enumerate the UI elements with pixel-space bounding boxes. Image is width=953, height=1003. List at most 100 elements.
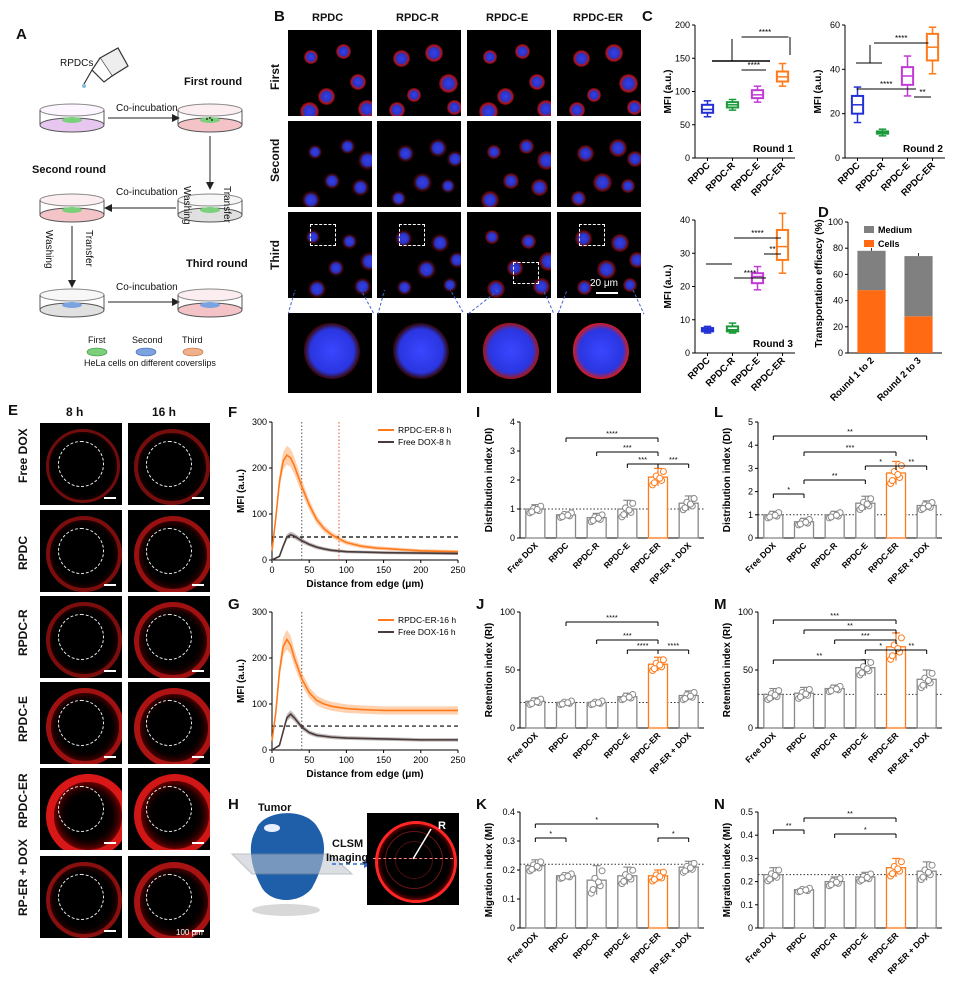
- x-tick-label: RPDC-R: [809, 930, 839, 960]
- data-point: [832, 878, 840, 886]
- sig-mark: *: [879, 457, 882, 466]
- y-tick-label: 0: [510, 533, 515, 543]
- y-tick-label: 10: [680, 315, 690, 325]
- panel-label-f: F: [228, 404, 238, 421]
- x-axis-label: Distance from edge (μm): [306, 769, 423, 780]
- dish-start: [39, 103, 105, 133]
- panel-label-e: E: [8, 402, 19, 419]
- cell-nucleus: [354, 278, 371, 295]
- data-point: [656, 474, 664, 482]
- tumor-micrograph: [128, 856, 210, 938]
- cell-nucleus: [577, 145, 594, 162]
- y-axis-label: Transportation efficacy (%): [814, 219, 825, 347]
- y-tick-label: 3: [748, 463, 753, 473]
- y-tick-label: 100: [828, 217, 843, 227]
- bar: [678, 866, 699, 929]
- bar: [647, 663, 669, 729]
- micrograph-zoom-rpdc-er: [557, 313, 641, 393]
- y-axis-label: MFI (a.u.): [663, 70, 674, 114]
- y-axis-label: MFI (a.u.): [663, 265, 674, 309]
- data-point: [894, 865, 902, 873]
- data-point: [659, 468, 667, 476]
- micrograph-third-rpdc-e: [467, 212, 551, 298]
- cell-nucleus: [571, 191, 586, 206]
- x-tick-label: Free DOX: [505, 930, 540, 965]
- tumor-micrograph: [40, 423, 122, 505]
- scale-bar: [192, 584, 204, 586]
- label-third-round: Third round: [186, 258, 248, 270]
- x-tick-label: 100: [339, 565, 354, 575]
- cell-nucleus: [629, 252, 641, 268]
- y-axis-label: MFI (a.u.): [236, 659, 247, 703]
- legend-second: Second: [132, 335, 163, 345]
- sig-mark: ***: [846, 443, 855, 452]
- series-line: [271, 638, 458, 741]
- legend-entry: Free DOX-8 h: [398, 437, 451, 447]
- label-second-round: Second round: [32, 164, 106, 176]
- panel-a-schematic: [39, 47, 243, 357]
- cell-nucleus: [318, 88, 335, 105]
- y-tick-label: 200: [252, 463, 267, 473]
- col-header-rpdc: RPDC: [312, 12, 344, 24]
- label-washing-2: Washing: [43, 230, 54, 269]
- core-outline: [146, 786, 192, 832]
- cell-nucleus: [389, 102, 405, 116]
- bar: [525, 865, 546, 929]
- cell-nucleus: [358, 151, 372, 170]
- cell-nucleus: [393, 50, 410, 67]
- tumor-rim: [46, 774, 122, 850]
- cell-nucleus: [569, 102, 585, 116]
- cell-nucleus: [397, 145, 414, 162]
- y-axis-label: Distribution index (DI): [484, 428, 495, 532]
- row-header-tumor: RP-ER + DOX: [16, 838, 30, 916]
- scale-bar-b-line: [596, 292, 618, 294]
- label-rpdcs: RPDCs: [60, 58, 94, 69]
- sig-mark: ****: [637, 641, 649, 650]
- cell-nucleus: [306, 230, 320, 244]
- y-tick-label: 0.4: [740, 830, 753, 840]
- data-point: [928, 669, 936, 677]
- tumor-rim: [134, 429, 210, 505]
- cell-nucleus: [342, 234, 357, 249]
- sig-mark: ****: [744, 269, 756, 278]
- cell-nucleus: [308, 280, 326, 298]
- x-tick-label: Free DOX: [743, 930, 778, 965]
- sig-mark: ***: [861, 631, 870, 640]
- cell-nucleus: [515, 44, 530, 59]
- core-outline: [58, 786, 104, 832]
- core-outline: [58, 614, 104, 660]
- micrograph-second-rpdc-er: [557, 121, 641, 207]
- scale-bar: [104, 842, 116, 844]
- core-outline: [58, 874, 104, 920]
- sig-mark: ***: [669, 455, 678, 464]
- sig-mark: **: [832, 471, 838, 480]
- zoom-box: [399, 224, 425, 246]
- cell-nucleus: [336, 44, 351, 59]
- cell-nucleus: [521, 234, 536, 249]
- cell-nucleus: [304, 50, 318, 64]
- sig-mark: *: [549, 829, 552, 838]
- x-tick-label: 250: [450, 565, 465, 575]
- x-tick-label: RPDC-E: [602, 930, 632, 960]
- panel-label-g: G: [228, 596, 240, 613]
- data-point: [832, 685, 840, 693]
- label-first-round: First round: [184, 76, 243, 88]
- sig-mark: **: [847, 621, 853, 630]
- panel-label-i: I: [476, 404, 481, 421]
- data-point: [594, 699, 602, 707]
- y-tick-label: 50: [743, 665, 753, 675]
- cell-nucleus: [587, 88, 601, 102]
- data-point: [625, 693, 633, 701]
- data-point: [802, 886, 810, 894]
- cell-nucleus: [324, 173, 340, 189]
- x-tick-label: 50: [304, 565, 314, 575]
- data-point: [650, 876, 658, 884]
- y-axis-label: Distribution index (DI): [722, 428, 733, 532]
- data-point: [863, 500, 871, 508]
- round-annotation: Round 2: [903, 144, 943, 155]
- tumor-micrograph: [128, 596, 210, 678]
- zoom-nucleus: [573, 323, 629, 379]
- cell-nucleus: [350, 74, 366, 90]
- y-tick-label: 200: [252, 653, 267, 663]
